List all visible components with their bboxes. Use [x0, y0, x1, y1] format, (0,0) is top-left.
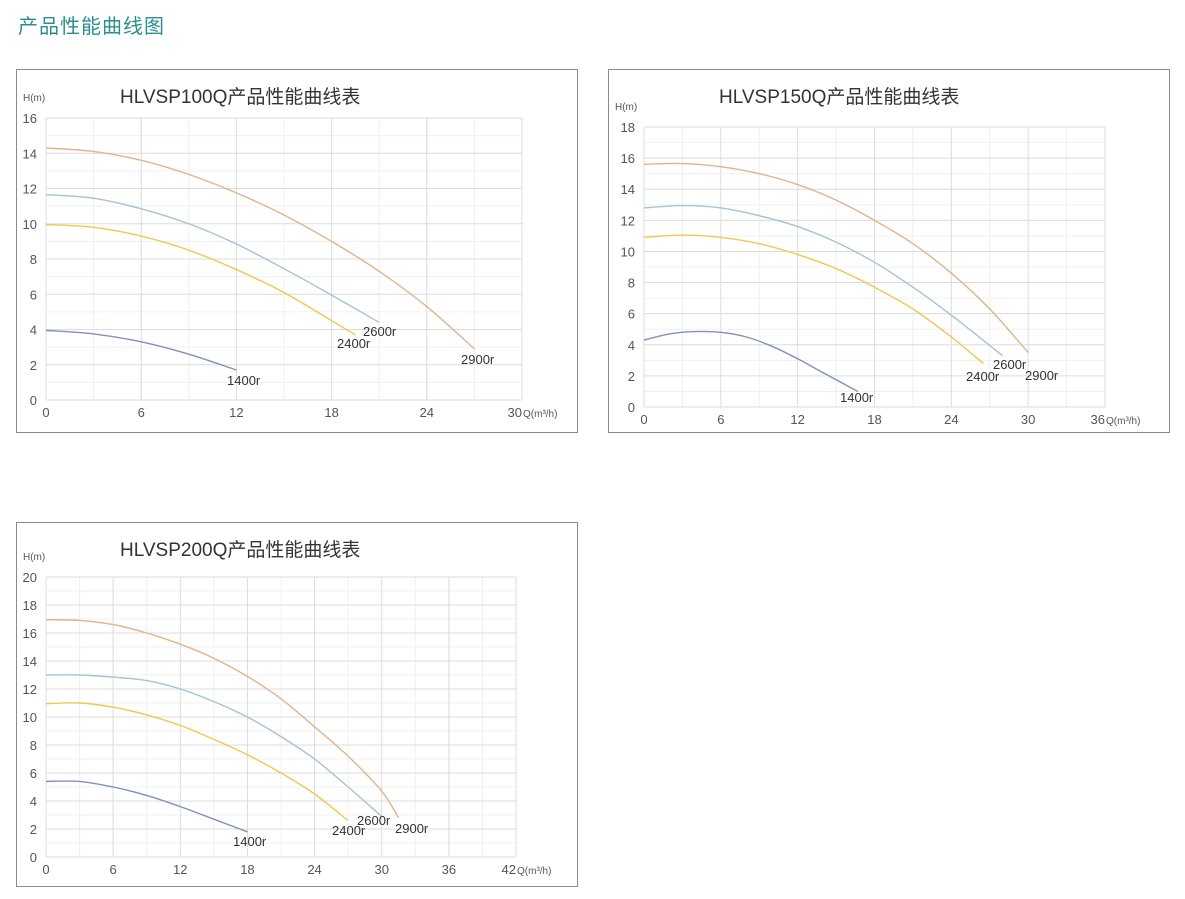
y-tick-label: 6: [628, 307, 635, 322]
y-tick-label: 18: [621, 120, 635, 135]
y-tick-label: 8: [628, 276, 635, 291]
y-tick-label: 8: [30, 252, 37, 267]
chart-panel-hlvsp150q: HLVSP150Q产品性能曲线表 H(m) 0 2 4 6 8 10 12 14 16 18 0 6 12 1…: [608, 69, 1170, 433]
x-tick-label: 30: [508, 405, 522, 420]
y-tick-label: 0: [30, 850, 37, 865]
x-tick-label: 30: [374, 862, 388, 877]
x-tick-label: 24: [420, 405, 434, 420]
y-tick-label: 2: [30, 358, 37, 373]
x-axis-label: Q(m³/h): [1106, 416, 1140, 427]
chart-title: HLVSP100Q产品性能曲线表: [120, 86, 360, 108]
x-tick-label: 18: [240, 862, 254, 877]
series-line-2900r: [45, 619, 400, 819]
series-label-2400r: 2400r: [337, 336, 371, 351]
chart-panel-hlvsp200q: HLVSP200Q产品性能曲线表 H(m) 0 2 4 6 8 10 12 14 16 18 20 0 6 1…: [16, 522, 578, 887]
grid: [45, 576, 517, 858]
grid: [45, 117, 523, 401]
series-label-2900r: 2900r: [1025, 368, 1059, 383]
series-line-2400r: [45, 223, 356, 336]
chart-title: HLVSP200Q产品性能曲线表: [120, 539, 360, 561]
grid: [643, 126, 1106, 408]
x-tick-label: 36: [442, 862, 456, 877]
y-tick-label: 10: [23, 217, 37, 232]
y-tick-label: 18: [23, 598, 37, 613]
series-label-1400r: 1400r: [840, 390, 874, 405]
x-axis-label: Q(m³/h): [517, 866, 551, 877]
x-tick-label: 12: [790, 412, 804, 427]
y-tick-label: 20: [23, 570, 37, 585]
x-tick-label: 0: [640, 412, 647, 427]
series-line-2600r: [45, 193, 380, 324]
x-tick-label: 24: [944, 412, 958, 427]
chart-panel-hlvsp100q: HLVSP100Q产品性能曲线表 H(m) 0 2 4 6 8 10 12 14 16 0 6 12 18 2…: [16, 69, 578, 433]
y-tick-label: 12: [621, 213, 635, 228]
series-line-2400r: [643, 234, 984, 364]
y-tick-label: 10: [621, 244, 635, 259]
y-tick-label: 12: [23, 182, 37, 197]
y-tick-label: 0: [628, 400, 635, 415]
x-tick-label: 0: [42, 405, 49, 420]
series-label-2900r: 2900r: [461, 352, 495, 367]
series-label-2400r: 2400r: [966, 369, 1000, 384]
x-tick-label: 6: [138, 405, 145, 420]
y-tick-label: 16: [621, 151, 635, 166]
series-label-2400r: 2400r: [332, 823, 366, 838]
y-tick-label: 2: [30, 822, 37, 837]
y-tick-label: 14: [621, 182, 635, 197]
y-tick-label: 6: [30, 287, 37, 302]
x-tick-label: 30: [1021, 412, 1035, 427]
series-line-2900r: [643, 162, 1029, 354]
x-tick-label: 18: [324, 405, 338, 420]
x-tick-label: 0: [42, 862, 49, 877]
x-tick-label: 6: [110, 862, 117, 877]
x-tick-label: 6: [717, 412, 724, 427]
series-line-1400r: [45, 780, 248, 833]
y-tick-label: 8: [30, 738, 37, 753]
series-label-1400r: 1400r: [227, 373, 261, 388]
y-tick-label: 2: [628, 369, 635, 384]
x-tick-label: 12: [229, 405, 243, 420]
x-tick-label: 12: [173, 862, 187, 877]
y-tick-label: 4: [628, 338, 635, 353]
series-line-2600r: [45, 674, 383, 817]
x-tick-label: 36: [1091, 412, 1105, 427]
y-axis-label: H(m): [615, 102, 637, 113]
chart-title: HLVSP150Q产品性能曲线表: [719, 86, 959, 108]
y-tick-label: 4: [30, 323, 37, 338]
y-axis-label: H(m): [23, 552, 45, 563]
x-tick-label: 18: [867, 412, 881, 427]
y-tick-label: 16: [23, 626, 37, 641]
page-title: 产品性能曲线图: [18, 14, 165, 38]
x-axis-label: Q(m³/h): [523, 409, 557, 420]
series-line-2600r: [643, 204, 1003, 357]
series-label-2600r: 2600r: [993, 357, 1027, 372]
y-tick-label: 0: [30, 393, 37, 408]
y-tick-label: 4: [30, 794, 37, 809]
y-tick-label: 10: [23, 710, 37, 725]
series-line-2900r: [45, 147, 475, 350]
y-tick-label: 14: [23, 146, 37, 161]
y-tick-label: 12: [23, 682, 37, 697]
x-tick-label: 42: [502, 862, 516, 877]
y-tick-label: 6: [30, 766, 37, 781]
y-tick-label: 16: [23, 111, 37, 126]
y-tick-label: 14: [23, 654, 37, 669]
series-label-2600r: 2600r: [357, 813, 391, 828]
series-line-1400r: [45, 329, 237, 371]
series-label-2900r: 2900r: [395, 821, 429, 836]
series-line-2400r: [45, 702, 349, 822]
series-label-2600r: 2600r: [363, 324, 397, 339]
x-tick-label: 24: [307, 862, 321, 877]
y-axis-label: H(m): [23, 93, 45, 104]
series-line-1400r: [643, 330, 859, 393]
series-label-1400r: 1400r: [233, 834, 267, 849]
